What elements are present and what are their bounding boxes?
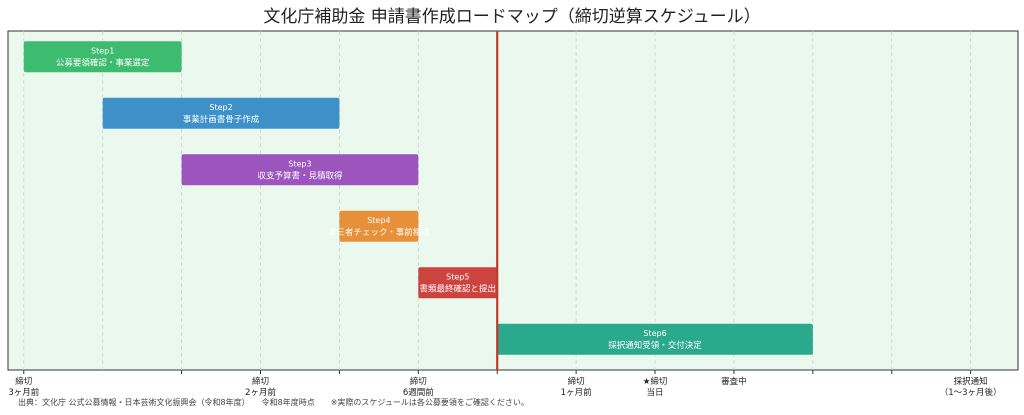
x-tick-label: 締切: [252, 376, 269, 387]
task-bar: [181, 154, 419, 186]
task-step-label: Step1: [91, 46, 114, 55]
x-tick-label: 審査中: [721, 376, 747, 387]
task-bar: [418, 267, 498, 299]
task-bar-group: Step4 第三者チェック・事前相談: [328, 210, 430, 242]
task-bar: [497, 323, 813, 355]
x-tick-label: 締切: [410, 376, 427, 387]
task-bar-group: Step6 採択通知受領・交付決定: [497, 323, 813, 355]
task-label: 第三者チェック・事前相談: [328, 227, 430, 238]
x-tick-label: 採択通知: [954, 376, 988, 387]
task-bar-group: Step2 事業計画書骨子作成: [102, 97, 340, 129]
task-step-label: Step2: [209, 103, 232, 112]
x-tick-label: 締切: [568, 376, 585, 387]
x-tick-label: 6週間前: [403, 387, 434, 398]
task-step-label: Step3: [288, 159, 311, 168]
x-tick-label: 当日: [647, 387, 664, 398]
x-tick-label: 締切: [15, 376, 32, 387]
task-label: 書類最終確認と提出: [420, 283, 497, 294]
task-bars: Step1 公募要領確認・事業選定 Step2 事業計画書骨子作成 Step3 収支予算書…: [23, 41, 813, 355]
task-label: 採択通知受領・交付決定: [608, 340, 702, 351]
x-tick-label: 2ヶ月前: [245, 387, 276, 398]
task-step-label: Step6: [643, 329, 666, 338]
x-tick-label: 3ヶ月前: [8, 387, 39, 398]
task-label: 公募要領確認・事業選定: [56, 57, 150, 68]
task-step-label: Step5: [446, 272, 469, 281]
task-bar-group: Step5 書類最終確認と提出: [418, 267, 498, 299]
task-bar: [23, 41, 182, 73]
plot-area: [7, 30, 1019, 371]
task-step-label: Step4: [367, 216, 390, 225]
x-tick-label: （1〜3ヶ月後）: [940, 387, 1002, 398]
task-bar: [339, 210, 419, 242]
x-tick-label: ★締切: [643, 376, 668, 387]
chart-title: 文化庁補助金 申請書作成ロードマップ（締切逆算スケジュール）: [263, 7, 760, 27]
task-label: 収支予算書・見積取得: [257, 170, 343, 181]
task-bar-group: Step3 収支予算書・見積取得: [181, 154, 419, 186]
task-label: 事業計画書骨子作成: [183, 114, 260, 125]
x-tick-label: 1ヶ月前: [561, 387, 592, 398]
task-bar-group: Step1 公募要領確認・事業選定: [23, 41, 182, 73]
source-note: 出典：文化庁 公式公募情報・日本芸術文化振興会（令和8年度） 令和8年度時点 ※…: [18, 397, 529, 407]
grid-lines: [23, 31, 972, 370]
task-bar: [102, 97, 340, 129]
